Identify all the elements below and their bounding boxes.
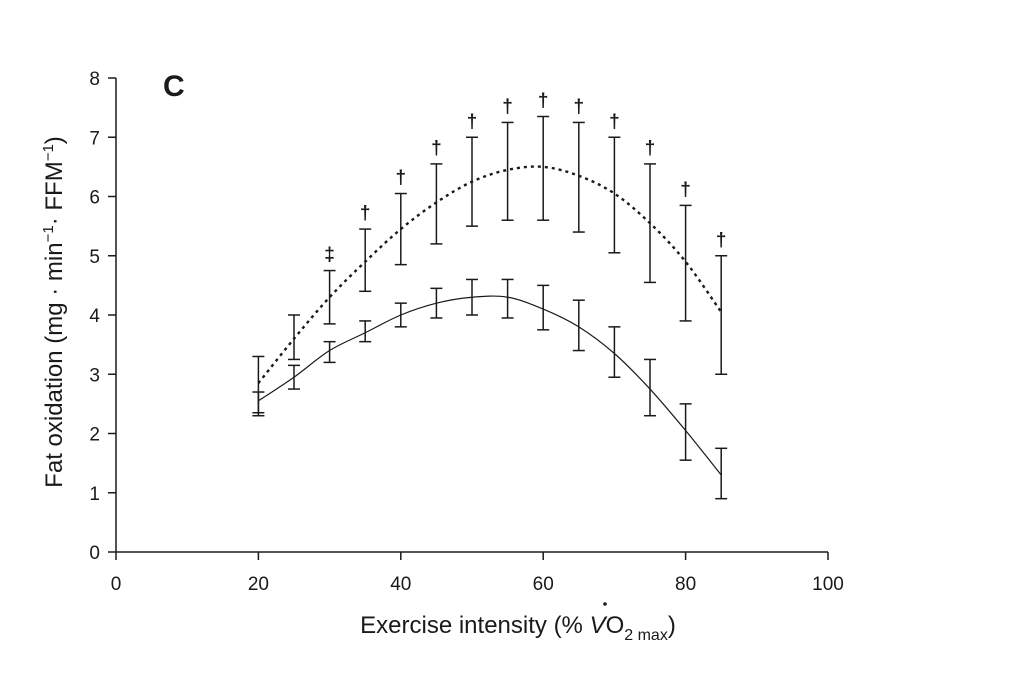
significance-marker: † [645,138,656,159]
y-tick-label: 4 [89,306,100,327]
axes: 0 20 40 60 80 100 0 1 2 3 4 5 6 7 8 [89,69,843,595]
y-axis-title: Fat oxidation (mg · min−1· FFM−1) [40,136,68,488]
x-tick-label: 80 [675,574,696,595]
x-tick-label: 0 [111,574,122,595]
y-axis-ticks: 0 1 2 3 4 5 6 7 8 [89,69,116,564]
error-bar [572,299,585,352]
significance-markers: ‡ † † † † † † † † † † † [324,91,726,266]
error-bar [323,340,336,364]
error-bar [252,391,265,417]
x-tick-label: 100 [812,574,844,595]
plot-area: ‡ † † † † † † † † † † † [252,91,728,500]
error-bar [715,255,728,375]
significance-marker: † [680,179,691,200]
significance-marker: † [574,96,585,117]
y-tick-label: 3 [89,365,100,386]
significance-marker: † [467,111,478,132]
error-bar [715,447,728,500]
significance-marker: † [360,203,371,224]
error-bar [679,403,692,461]
dotted-curve [257,165,723,384]
y-tick-label: 1 [89,484,100,505]
x-axis-ticks: 0 20 40 60 80 100 [111,552,844,595]
series-dotted [252,115,728,414]
significance-marker: † [716,230,727,251]
error-bar [608,136,621,254]
y-tick-label: 6 [89,188,100,209]
vdot-mark [603,602,607,606]
x-tick-label: 40 [390,574,411,595]
error-bar [430,163,443,245]
solid-curve [258,295,722,476]
panel-label: C [163,70,185,103]
y-tick-label: 0 [89,543,100,564]
error-bar [323,269,336,325]
error-bar [537,115,550,221]
error-bar [644,358,656,417]
series-solid [252,278,728,500]
error-bar [501,278,514,319]
significance-marker: † [431,138,442,159]
y-tick-label: 5 [89,247,100,268]
error-bar [572,121,585,233]
significance-marker: † [538,91,549,112]
x-tick-label: 60 [533,574,554,595]
error-bar [359,320,372,343]
x-tick-label: 20 [248,574,269,595]
significance-marker: † [396,168,407,189]
y-tick-label: 7 [89,128,100,149]
x-axis-title: Exercise intensity (% VO2 max) [360,612,676,644]
error-bar [608,326,621,378]
error-bar [501,121,514,221]
y-tick-label: 2 [89,425,100,446]
significance-marker: † [502,96,513,117]
error-bar [537,284,550,331]
y-tick-label: 8 [89,69,100,90]
significance-marker: ‡ [324,245,335,266]
significance-marker: † [609,111,620,132]
